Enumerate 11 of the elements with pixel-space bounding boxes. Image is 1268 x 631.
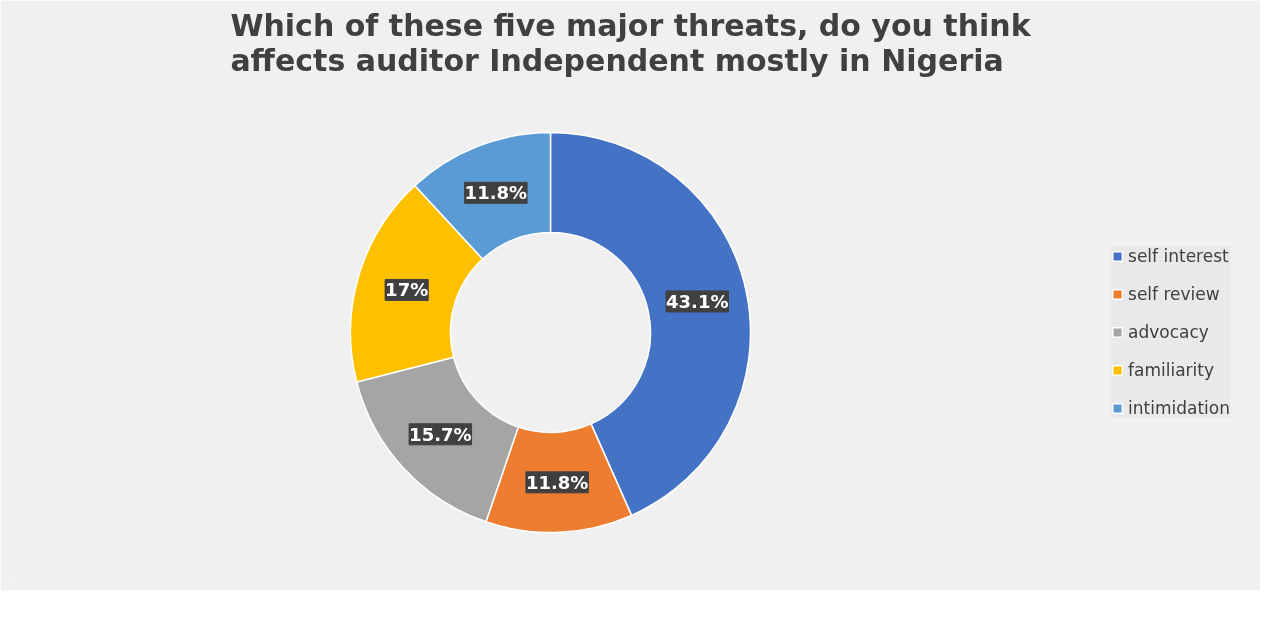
chart-title: Which of these five major threats, do you think affects auditor Independent mostly in Nigeria	[230, 7, 1032, 78]
data-label: 11.8%	[464, 182, 528, 204]
legend-label: intimidation	[1128, 398, 1230, 418]
legend-label: self interest	[1128, 246, 1229, 266]
legend-label: familiarity	[1128, 360, 1215, 380]
legend-label: advocacy	[1128, 322, 1209, 342]
data-label: 15.7%	[409, 423, 472, 445]
data-label: 17%	[385, 279, 429, 301]
legend-label: self review	[1128, 284, 1220, 304]
data-label: 43.1%	[666, 290, 729, 312]
data-label: 11.8%	[525, 471, 589, 493]
